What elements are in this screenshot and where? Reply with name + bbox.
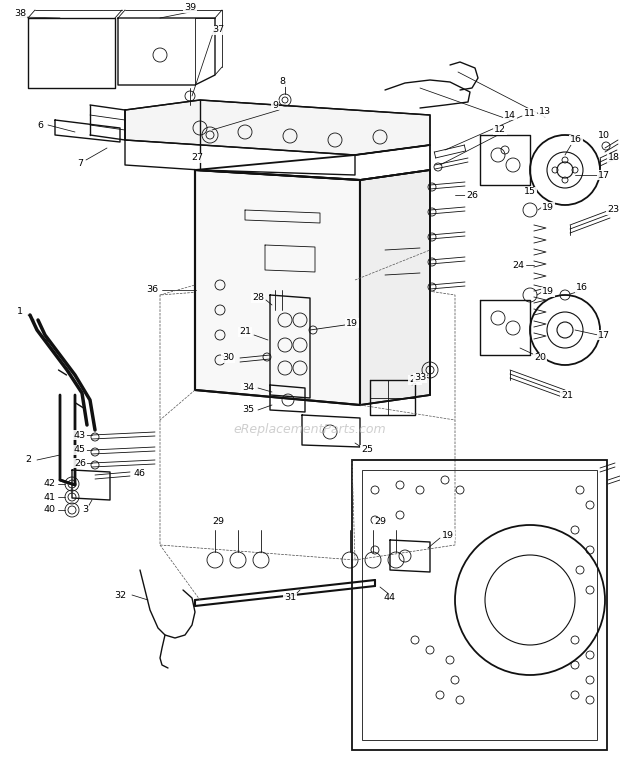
Text: 44: 44 — [384, 594, 396, 603]
Polygon shape — [360, 170, 430, 405]
Polygon shape — [125, 100, 430, 155]
Text: 21: 21 — [239, 328, 251, 337]
Text: 43: 43 — [74, 430, 86, 439]
Bar — [362, 470, 597, 740]
Text: eReplacementParts.com: eReplacementParts.com — [234, 423, 386, 436]
Text: 17: 17 — [598, 170, 610, 179]
Text: 8: 8 — [279, 77, 285, 87]
Text: 12: 12 — [494, 126, 506, 134]
Polygon shape — [195, 170, 360, 405]
Text: 19: 19 — [442, 531, 454, 539]
Text: 38: 38 — [14, 8, 26, 18]
Bar — [352, 460, 607, 750]
Text: 16: 16 — [576, 284, 588, 292]
Text: 34: 34 — [242, 384, 254, 393]
Text: 45: 45 — [74, 446, 86, 455]
Text: 14: 14 — [504, 110, 516, 120]
Text: 30: 30 — [222, 354, 234, 363]
Text: 10: 10 — [598, 130, 610, 140]
Text: 6: 6 — [37, 120, 43, 130]
Text: 27: 27 — [191, 153, 203, 163]
Text: 37: 37 — [212, 25, 224, 35]
Text: 19: 19 — [346, 318, 358, 328]
Text: 24: 24 — [512, 261, 524, 269]
Text: 32: 32 — [114, 591, 126, 600]
Text: 1: 1 — [17, 308, 23, 317]
Text: 19: 19 — [542, 202, 554, 212]
Text: 18: 18 — [608, 153, 620, 163]
Text: 16: 16 — [570, 136, 582, 144]
Text: 22: 22 — [409, 376, 421, 384]
Text: 17: 17 — [598, 331, 610, 340]
Text: 29: 29 — [212, 518, 224, 526]
Text: 36: 36 — [146, 285, 158, 295]
Text: 31: 31 — [284, 594, 296, 603]
Text: 25: 25 — [361, 446, 373, 455]
Text: 9: 9 — [272, 100, 278, 110]
Text: 35: 35 — [242, 406, 254, 414]
Text: 13: 13 — [539, 107, 551, 117]
Text: 20: 20 — [534, 354, 546, 363]
Text: 23: 23 — [607, 206, 619, 215]
Text: 41: 41 — [44, 492, 56, 502]
Text: 7: 7 — [77, 159, 83, 167]
Text: 11: 11 — [524, 108, 536, 117]
Text: 3: 3 — [82, 505, 88, 515]
Text: 15: 15 — [524, 187, 536, 196]
Text: 40: 40 — [44, 505, 56, 515]
Text: 26: 26 — [74, 459, 86, 468]
Text: 29: 29 — [374, 518, 386, 526]
Text: 46: 46 — [134, 469, 146, 478]
Text: 19: 19 — [542, 288, 554, 297]
Text: 26: 26 — [466, 190, 478, 199]
Text: 42: 42 — [44, 479, 56, 489]
Text: 28: 28 — [252, 294, 264, 302]
Text: 21: 21 — [561, 390, 573, 400]
Text: 39: 39 — [184, 4, 196, 12]
Text: 2: 2 — [25, 456, 31, 465]
Text: 33: 33 — [414, 374, 426, 383]
